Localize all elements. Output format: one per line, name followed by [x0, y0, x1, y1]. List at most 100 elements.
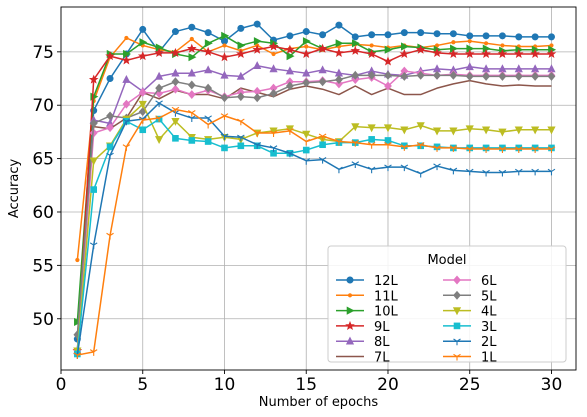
data-point-12L	[498, 32, 506, 40]
data-point-5L	[351, 70, 360, 80]
data-point-12L	[547, 33, 555, 41]
legend-label: 6L	[481, 274, 497, 289]
data-point-8L	[204, 65, 213, 74]
data-point-2L	[351, 161, 360, 168]
data-point-9L	[121, 55, 132, 65]
data-point-9L	[203, 46, 213, 56]
data-point-11L	[189, 36, 194, 42]
data-point-1L	[204, 121, 212, 129]
data-point-12L	[368, 31, 376, 39]
data-point-3L	[368, 136, 375, 143]
data-point-2L	[220, 133, 229, 141]
data-point-12L	[286, 32, 294, 40]
data-point-9L	[399, 48, 410, 59]
data-point-5L	[367, 70, 376, 80]
data-point-1L	[433, 145, 441, 152]
data-point-8L	[253, 61, 262, 70]
data-point-1L	[547, 146, 556, 153]
data-point-5L	[482, 71, 490, 81]
data-point-2L	[384, 164, 392, 172]
data-point-12L	[335, 21, 343, 29]
data-point-1L	[400, 144, 409, 151]
data-point-2L	[253, 142, 261, 149]
legend-entry-6L: 6L	[443, 274, 497, 289]
x-tick-label: 20	[377, 375, 399, 395]
data-point-5L	[318, 77, 327, 87]
data-point-1L	[416, 142, 425, 149]
legend-swatch-marker	[453, 353, 461, 361]
data-point-12L	[417, 29, 425, 37]
data-point-9L	[432, 47, 442, 57]
data-point-9L	[448, 48, 459, 59]
data-point-9L	[285, 44, 295, 54]
x-tick-label: 5	[137, 375, 148, 395]
data-point-12L	[482, 32, 490, 40]
data-point-1L	[482, 146, 490, 153]
data-point-2L	[514, 168, 523, 176]
data-point-12L	[515, 33, 523, 41]
legend-entry-4L: 4L	[443, 305, 497, 320]
legend-swatch-marker	[345, 320, 355, 330]
legend-swatch-marker	[347, 293, 353, 298]
data-point-5L	[449, 70, 458, 80]
data-point-9L	[317, 43, 328, 53]
data-point-5L	[465, 71, 474, 81]
data-point-10L	[139, 38, 148, 47]
legend-swatch-marker	[345, 336, 355, 345]
data-point-5L	[335, 75, 343, 85]
data-point-11L	[434, 43, 440, 48]
data-point-10L	[302, 37, 311, 46]
data-point-2L	[547, 168, 556, 176]
data-point-8L	[187, 68, 196, 77]
data-point-1L	[253, 130, 261, 137]
data-point-2L	[531, 168, 539, 176]
series-9L	[72, 41, 557, 355]
data-point-3L	[221, 144, 228, 152]
x-tick-label: 15	[295, 375, 317, 395]
data-point-2L	[106, 152, 114, 160]
data-point-1L	[335, 138, 343, 146]
data-point-1L	[73, 352, 82, 360]
data-point-8L	[155, 71, 164, 80]
y-tick-label: 55	[32, 256, 54, 276]
y-tick-label: 70	[32, 96, 54, 116]
data-point-6L	[187, 90, 196, 100]
data-point-4L	[138, 100, 147, 109]
data-point-10L	[123, 49, 132, 59]
data-point-4L	[171, 117, 180, 126]
data-point-2L	[416, 170, 425, 178]
legend-entry-7L: 7L	[336, 351, 390, 366]
data-point-9L	[497, 48, 508, 59]
data-point-9L	[383, 56, 393, 66]
data-point-2L	[498, 169, 507, 177]
data-point-4L	[449, 127, 458, 136]
data-point-11L	[467, 39, 472, 44]
data-point-5L	[106, 111, 114, 121]
data-point-1L	[171, 106, 180, 114]
data-point-1L	[122, 144, 131, 151]
data-point-2L	[188, 115, 196, 123]
legend-entry-10L: 10L	[336, 305, 399, 320]
data-point-1L	[237, 118, 245, 126]
data-point-12L	[433, 30, 441, 38]
data-point-5L	[400, 71, 409, 81]
data-point-8L	[269, 64, 278, 73]
data-point-1L	[465, 146, 474, 153]
data-point-4L	[531, 126, 540, 135]
data-point-12L	[449, 30, 457, 38]
data-point-4L	[367, 124, 376, 133]
data-point-3L	[172, 135, 179, 142]
data-point-3L	[302, 146, 310, 154]
data-point-6L	[106, 123, 114, 133]
data-point-2L	[89, 242, 98, 250]
data-point-1L	[286, 128, 294, 135]
legend-label: 7L	[374, 351, 390, 366]
data-point-10L	[204, 39, 213, 48]
legend-swatch-marker	[346, 306, 355, 315]
data-point-9L	[481, 48, 491, 59]
x-tick-label: 30	[541, 375, 563, 395]
data-point-4L	[89, 157, 98, 166]
data-point-4L	[351, 123, 360, 132]
legend-entry-12L: 12L	[336, 274, 399, 289]
data-point-4L	[547, 126, 556, 135]
